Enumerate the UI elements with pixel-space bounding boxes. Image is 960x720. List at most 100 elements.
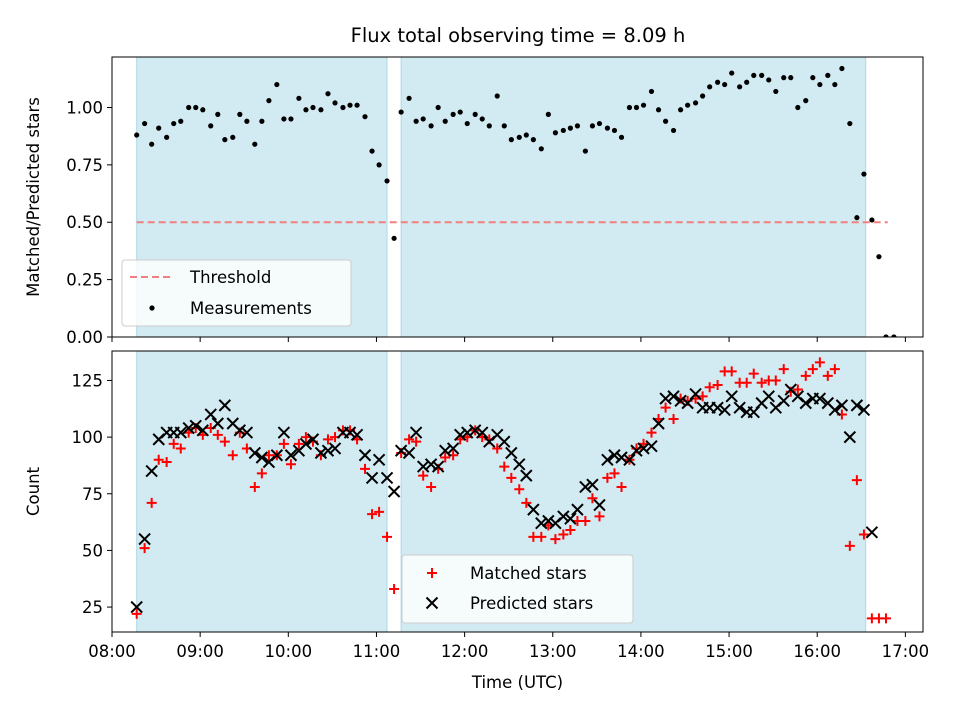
data-point (391, 235, 397, 241)
legend-measurements-label: Measurements (190, 299, 312, 318)
data-point (146, 497, 157, 508)
data-point (439, 444, 452, 457)
data-point (354, 102, 360, 108)
data-point (435, 104, 441, 111)
data-point (288, 116, 294, 122)
data-point (186, 104, 192, 111)
data-point (240, 426, 254, 439)
legend-predicted-label: Predicted stars (470, 594, 593, 613)
data-point (587, 493, 598, 504)
plot-area (130, 357, 891, 624)
top-panel: 0.00 0.25 0.50 0.75 1.00 Matched/Predicted st… (24, 56, 924, 347)
legend-threshold-label: Threshold (189, 268, 271, 287)
data-point (222, 137, 228, 143)
data-point (508, 137, 514, 143)
data-point (535, 517, 548, 530)
data-point (389, 583, 400, 594)
x-tick-label: 13:00 (529, 642, 577, 661)
y-tick-label: 50 (82, 541, 103, 560)
data-point (321, 444, 335, 457)
data-point (230, 134, 236, 140)
data-point (139, 543, 150, 554)
data-point (530, 137, 536, 143)
data-point (602, 472, 613, 483)
data-point (807, 364, 818, 375)
data-point (726, 366, 737, 377)
data-point (523, 132, 529, 138)
data-point (685, 102, 691, 108)
data-point (822, 370, 833, 381)
data-point (659, 392, 672, 405)
axes-frame (111, 56, 924, 338)
data-point (623, 453, 636, 466)
data-point (322, 434, 333, 445)
data-point (227, 450, 238, 461)
data-point (498, 435, 511, 448)
data-point (464, 120, 470, 127)
y-tick-label: 125 (72, 371, 104, 390)
x-axis-label: Time (UTC) (471, 673, 563, 692)
data-point (715, 79, 721, 85)
data-point (630, 444, 643, 457)
x-tick-label: 10:00 (265, 642, 313, 661)
data-point (516, 134, 522, 140)
observing-interval (136, 350, 388, 633)
data-point (861, 171, 867, 177)
data-point (168, 438, 179, 449)
data-point (387, 485, 401, 498)
data-point (560, 127, 566, 134)
data-point (513, 458, 526, 471)
data-point (589, 123, 596, 129)
data-point (505, 446, 518, 460)
data-point (174, 426, 187, 439)
data-point (795, 104, 801, 111)
data-point (799, 396, 812, 410)
data-point (759, 72, 765, 78)
data-point (367, 509, 378, 520)
data-point (857, 403, 871, 417)
data-point (777, 394, 790, 408)
data-point (274, 81, 280, 88)
y-tick-label: 0.75 (66, 156, 103, 175)
data-point (398, 109, 404, 115)
data-point (737, 84, 743, 90)
x-tick-label: 14:00 (617, 642, 665, 661)
data-point (501, 123, 507, 129)
data-point (722, 81, 728, 88)
data-point (376, 162, 382, 168)
data-point (440, 452, 451, 463)
data-point (689, 387, 702, 401)
data-point (538, 146, 544, 152)
data-point (277, 426, 291, 439)
data-point (153, 454, 164, 465)
data-point (545, 111, 551, 117)
data-point (211, 417, 224, 430)
data-point (299, 437, 313, 451)
data-point (130, 600, 143, 614)
data-point (718, 403, 731, 417)
plot-area (134, 65, 897, 337)
data-point (372, 453, 386, 466)
data-point (781, 75, 787, 81)
data-point (171, 120, 177, 127)
data-point (670, 127, 677, 134)
data-point (350, 428, 364, 442)
data-point (646, 427, 657, 438)
data-point (668, 413, 679, 424)
data-point (662, 118, 669, 124)
data-point (615, 451, 628, 464)
data-point (328, 442, 342, 455)
y-tick-label: 1.00 (66, 98, 103, 117)
data-point (426, 481, 437, 492)
data-point (770, 375, 781, 386)
data-point (492, 443, 503, 454)
data-point (285, 459, 296, 470)
data-point (854, 215, 860, 221)
data-point (744, 79, 750, 85)
data-point (558, 529, 569, 540)
x-tick-label: 12:00 (441, 642, 489, 661)
data-point (281, 116, 287, 122)
x-tick-label: 16:00 (793, 642, 841, 661)
data-point (611, 127, 618, 134)
data-point (420, 116, 426, 122)
